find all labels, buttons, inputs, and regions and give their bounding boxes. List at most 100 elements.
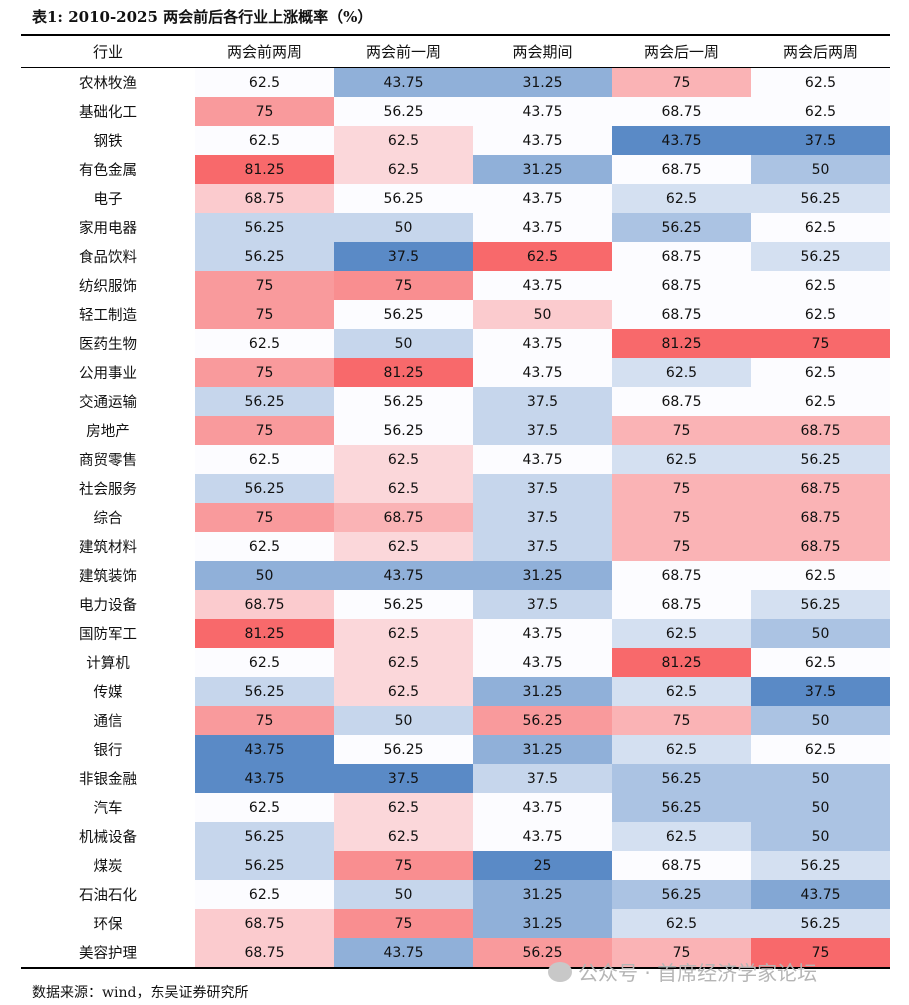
value-cell: 31.25 xyxy=(473,735,612,764)
probability-table: 行业 两会前两周 两会前一周 两会期间 两会后一周 两会后两周 农林牧渔 62.5… xyxy=(21,34,890,969)
value-cell: 56.25 xyxy=(195,677,334,706)
value-cell: 68.75 xyxy=(612,97,751,126)
value-cell: 75 xyxy=(334,851,473,880)
header-2w-before: 两会前两周 xyxy=(195,35,334,68)
value-cell: 43.75 xyxy=(473,213,612,242)
value-cell: 62.5 xyxy=(334,648,473,677)
industry-name: 非银金融 xyxy=(79,772,137,788)
table-row: 美容护理 68.75 43.75 56.25 75 75 xyxy=(21,938,890,968)
table-row: 食品饮料 56.25 37.5 62.5 68.75 56.25 xyxy=(21,242,890,271)
value-cell: 62.5 xyxy=(334,445,473,474)
value-cell: 43.75 xyxy=(473,445,612,474)
value-cell: 50 xyxy=(195,561,334,590)
value-cell: 31.25 xyxy=(473,909,612,938)
industry-name: 基础化工 xyxy=(79,105,137,121)
value-cell: 37.5 xyxy=(334,764,473,793)
value-cell: 31.25 xyxy=(473,67,612,97)
value-cell: 62.5 xyxy=(195,126,334,155)
table-row: 农林牧渔 62.5 43.75 31.25 75 62.5 xyxy=(21,67,890,97)
industry-name: 煤炭 xyxy=(93,859,123,875)
watermark: 公众号 · 首席经济学家论坛 xyxy=(548,957,817,986)
value-cell: 31.25 xyxy=(473,880,612,909)
value-cell: 37.5 xyxy=(751,126,890,155)
value-cell: 62.5 xyxy=(751,271,890,300)
industry-name: 家用电器 xyxy=(79,221,137,237)
value-cell: 56.25 xyxy=(612,793,751,822)
value-cell: 56.25 xyxy=(751,445,890,474)
value-cell: 50 xyxy=(751,793,890,822)
header-industry: 行业 xyxy=(21,35,195,68)
value-cell: 68.75 xyxy=(751,503,890,532)
value-cell: 56.25 xyxy=(612,213,751,242)
value-cell: 75 xyxy=(751,938,890,968)
value-cell: 56.25 xyxy=(195,387,334,416)
value-cell: 56.25 xyxy=(612,880,751,909)
value-cell: 62.5 xyxy=(612,677,751,706)
table-row: 医药生物 62.5 50 43.75 81.25 75 xyxy=(21,329,890,358)
value-cell: 62.5 xyxy=(195,67,334,97)
header-row: 行业 两会前两周 两会前一周 两会期间 两会后一周 两会后两周 xyxy=(21,35,890,68)
value-cell: 56.25 xyxy=(751,590,890,619)
value-cell: 62.5 xyxy=(195,445,334,474)
industry-name: 综合 xyxy=(93,511,123,527)
value-cell: 68.75 xyxy=(195,909,334,938)
value-cell: 62.5 xyxy=(612,445,751,474)
header-2w-after: 两会后两周 xyxy=(751,35,890,68)
value-cell: 43.75 xyxy=(195,764,334,793)
value-cell: 62.5 xyxy=(612,909,751,938)
value-cell: 31.25 xyxy=(473,677,612,706)
industry-name: 交通运输 xyxy=(79,395,137,411)
value-cell: 31.25 xyxy=(473,561,612,590)
header-during: 两会期间 xyxy=(473,35,612,68)
industry-name: 农林牧渔 xyxy=(79,76,137,92)
value-cell: 56.25 xyxy=(334,184,473,213)
value-cell: 68.75 xyxy=(612,561,751,590)
industry-name: 美容护理 xyxy=(79,946,137,962)
table-title: 表1: 2010-2025 两会前后各行业上涨概率（%） xyxy=(32,8,373,26)
industry-name: 轻工制造 xyxy=(79,308,137,324)
value-cell: 50 xyxy=(751,155,890,184)
industry-name: 国防军工 xyxy=(79,627,137,643)
value-cell: 75 xyxy=(612,67,751,97)
value-cell: 81.25 xyxy=(195,155,334,184)
value-cell: 62.5 xyxy=(751,300,890,329)
value-cell: 37.5 xyxy=(473,532,612,561)
value-cell: 62.5 xyxy=(751,358,890,387)
value-cell: 43.75 xyxy=(473,648,612,677)
table-row: 电力设备 68.75 56.25 37.5 68.75 56.25 xyxy=(21,590,890,619)
value-cell: 62.5 xyxy=(751,735,890,764)
table-row: 轻工制造 75 56.25 50 68.75 62.5 xyxy=(21,300,890,329)
industry-name: 传媒 xyxy=(93,685,123,701)
table-row: 商贸零售 62.5 62.5 43.75 62.5 56.25 xyxy=(21,445,890,474)
value-cell: 75 xyxy=(612,532,751,561)
table-row: 交通运输 56.25 56.25 37.5 68.75 62.5 xyxy=(21,387,890,416)
table-row: 环保 68.75 75 31.25 62.5 56.25 xyxy=(21,909,890,938)
value-cell: 56.25 xyxy=(612,764,751,793)
value-cell: 56.25 xyxy=(195,242,334,271)
value-cell: 43.75 xyxy=(195,735,334,764)
value-cell: 62.5 xyxy=(751,97,890,126)
table-row: 国防军工 81.25 62.5 43.75 62.5 50 xyxy=(21,619,890,648)
industry-name: 建筑装饰 xyxy=(79,569,137,585)
value-cell: 37.5 xyxy=(473,503,612,532)
value-cell: 62.5 xyxy=(334,793,473,822)
value-cell: 56.25 xyxy=(473,938,612,968)
watermark-text: 公众号 · 首席经济学家论坛 xyxy=(578,961,818,985)
value-cell: 68.75 xyxy=(195,938,334,968)
value-cell: 43.75 xyxy=(473,271,612,300)
value-cell: 62.5 xyxy=(334,155,473,184)
value-cell: 43.75 xyxy=(473,619,612,648)
value-cell: 68.75 xyxy=(612,590,751,619)
industry-name: 计算机 xyxy=(86,656,130,672)
industry-name: 医药生物 xyxy=(79,337,137,353)
value-cell: 62.5 xyxy=(473,242,612,271)
value-cell: 68.75 xyxy=(612,387,751,416)
value-cell: 56.25 xyxy=(334,300,473,329)
table-row: 家用电器 56.25 50 43.75 56.25 62.5 xyxy=(21,213,890,242)
table-row: 机械设备 56.25 62.5 43.75 62.5 50 xyxy=(21,822,890,851)
value-cell: 56.25 xyxy=(195,474,334,503)
value-cell: 62.5 xyxy=(334,126,473,155)
table-row: 石油石化 62.5 50 31.25 56.25 43.75 xyxy=(21,880,890,909)
value-cell: 62.5 xyxy=(612,619,751,648)
value-cell: 75 xyxy=(751,329,890,358)
